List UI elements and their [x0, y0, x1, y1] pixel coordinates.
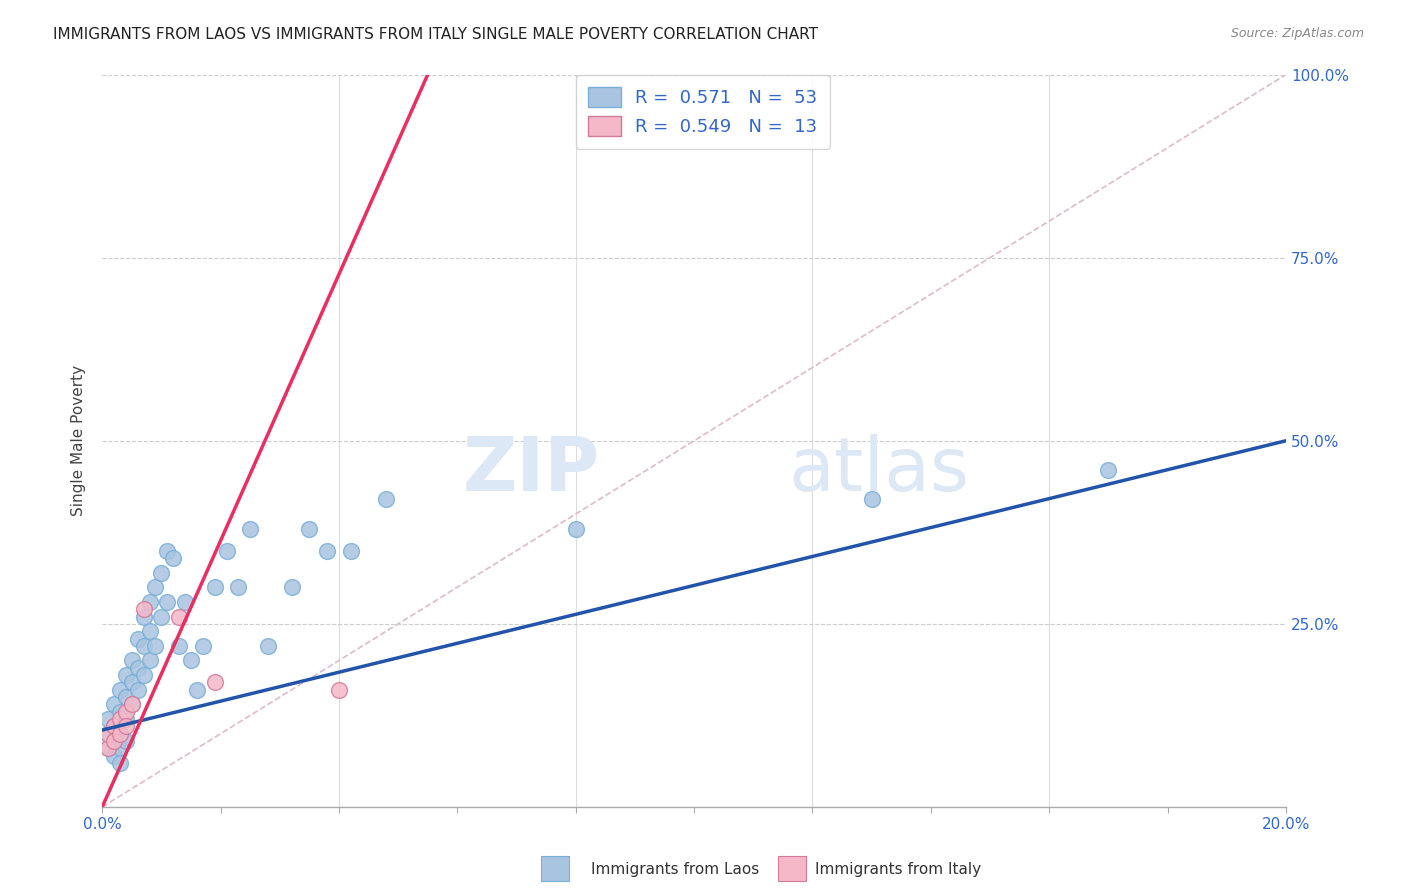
Point: [97, 727, 120, 741]
Point: [239, 522, 262, 536]
Point: [167, 609, 190, 624]
Point: [138, 653, 160, 667]
Point: [150, 609, 173, 624]
Point: [127, 682, 149, 697]
Text: Immigrants from Italy: Immigrants from Italy: [815, 863, 981, 877]
Point: [860, 492, 883, 507]
Point: [191, 639, 214, 653]
Point: [132, 668, 155, 682]
Point: [108, 727, 131, 741]
Point: [215, 543, 238, 558]
Point: [132, 609, 155, 624]
Point: [138, 624, 160, 639]
Point: [121, 698, 143, 712]
Point: [115, 668, 138, 682]
Point: [121, 698, 143, 712]
Point: [204, 580, 226, 594]
Point: [108, 682, 131, 697]
Point: [115, 690, 138, 705]
Point: [115, 719, 138, 733]
Text: Immigrants from Laos: Immigrants from Laos: [591, 863, 759, 877]
Point: [127, 661, 149, 675]
Point: [115, 734, 138, 748]
Text: atlas: atlas: [789, 434, 970, 507]
Point: [167, 639, 190, 653]
Point: [316, 543, 339, 558]
Point: [115, 705, 138, 719]
Point: [108, 741, 131, 756]
Text: Source: ZipAtlas.com: Source: ZipAtlas.com: [1230, 27, 1364, 40]
Point: [1097, 463, 1119, 477]
Point: [375, 492, 398, 507]
Point: [103, 698, 125, 712]
Point: [103, 719, 125, 733]
Point: [150, 566, 173, 580]
Point: [121, 653, 143, 667]
Point: [108, 756, 131, 770]
Point: [340, 543, 363, 558]
Point: [103, 734, 125, 748]
Point: [145, 580, 167, 594]
Point: [174, 595, 197, 609]
Point: [564, 522, 586, 536]
Text: IMMIGRANTS FROM LAOS VS IMMIGRANTS FROM ITALY SINGLE MALE POVERTY CORRELATION CH: IMMIGRANTS FROM LAOS VS IMMIGRANTS FROM …: [53, 27, 818, 42]
Legend: R =  0.571   N =  53, R =  0.549   N =  13: R = 0.571 N = 53, R = 0.549 N = 13: [575, 75, 830, 149]
Point: [127, 632, 149, 646]
Point: [103, 734, 125, 748]
Point: [108, 705, 131, 719]
Point: [103, 719, 125, 733]
Text: ZIP: ZIP: [463, 434, 599, 507]
Point: [228, 580, 250, 594]
Point: [328, 682, 350, 697]
Point: [132, 602, 155, 616]
Point: [156, 543, 179, 558]
Point: [132, 639, 155, 653]
Point: [121, 675, 143, 690]
Point: [97, 712, 120, 726]
Point: [108, 727, 131, 741]
Point: [97, 727, 120, 741]
Point: [280, 580, 302, 594]
Point: [97, 741, 120, 756]
Point: [156, 595, 179, 609]
Point: [108, 712, 131, 726]
Point: [115, 712, 138, 726]
Point: [138, 595, 160, 609]
Point: [180, 653, 202, 667]
Point: [204, 675, 226, 690]
Point: [103, 748, 125, 763]
Point: [186, 682, 208, 697]
Point: [162, 550, 184, 565]
Point: [257, 639, 280, 653]
Point: [97, 741, 120, 756]
Y-axis label: Single Male Poverty: Single Male Poverty: [72, 365, 86, 516]
Point: [145, 639, 167, 653]
Point: [298, 522, 321, 536]
